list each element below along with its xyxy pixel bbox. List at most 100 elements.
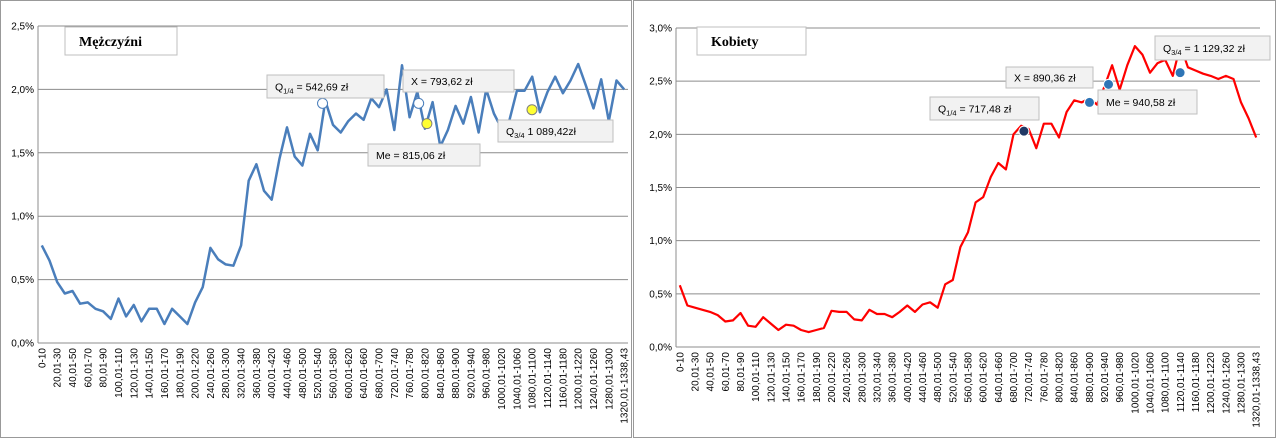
x-tick-label: 280,01-300 [857, 352, 868, 403]
x-tick-label: 1240,01-1260 [1221, 352, 1232, 414]
x-tick-label: 320,01-340 [872, 352, 883, 403]
stat-marker [1018, 125, 1030, 137]
x-tick-label: 100,01-110 [751, 352, 762, 402]
annotation-symbol: Q [1163, 43, 1171, 55]
x-tick-label: 840,01-860 [436, 348, 447, 399]
series-line [40, 62, 626, 326]
x-tick-label: 680,01-700 [374, 348, 385, 399]
annotation-box [1005, 66, 1094, 89]
x-tick-label: 560,01-580 [964, 352, 975, 403]
x-tick-label: 440,01-460 [918, 352, 929, 403]
x-tick-label: 240,01-260 [842, 352, 853, 403]
annotation-text: Q1/4 = 542,69 zł [275, 82, 349, 96]
x-tick-label: 320,01-340 [237, 348, 248, 399]
x-tick-label: 280,01-300 [221, 348, 232, 399]
annotation-box [367, 143, 481, 167]
x-tick-label: 120,01-130 [766, 352, 777, 403]
x-tick-label: 960,01-980 [1115, 352, 1126, 403]
x-tick-label: 80,01-90 [99, 348, 110, 388]
x-tick-label: 1200,01-1220 [1206, 352, 1217, 414]
annotation-text: Q1/4 = 717,48 zł [938, 104, 1012, 118]
annotation-subscript: 1/4 [283, 87, 293, 96]
annotation-value: = 542,69 zł [294, 82, 349, 94]
x-tick-label: 760,01-780 [405, 348, 416, 399]
annotation-box [266, 74, 385, 99]
x-tick-label: 180,01-190 [175, 348, 186, 399]
annotation-box [1097, 89, 1198, 115]
stat-marker [1174, 67, 1186, 79]
annotation-subscript: 3/4 [1171, 48, 1181, 57]
annotation-text: X = 890,36 zł [1014, 73, 1076, 85]
stat-marker [1103, 78, 1115, 90]
x-tick-label: 140,01-150 [145, 348, 156, 399]
annotation-subscript: 3/4 [514, 131, 524, 140]
x-tick-label: 120,01-130 [129, 348, 140, 399]
x-tick-label: 0-10 [675, 352, 686, 372]
annotation-value: = 717,48 zł [957, 104, 1012, 116]
panel-left [0, 0, 632, 438]
x-tick-label: 840,01-860 [1070, 352, 1081, 403]
x-tick-label: 1320,01-1338,43 [620, 348, 631, 424]
series-line [678, 43, 1258, 334]
x-tick-label: 60,01-70 [721, 352, 732, 392]
annotation-symbol: Q [938, 104, 946, 116]
x-tick-label: 960,01-980 [482, 348, 493, 399]
annotation-value: Me = 940,58 zł [1106, 97, 1176, 109]
x-tick-label: 1080,01-1100 [1161, 352, 1172, 413]
y-tick-label: 3,0% [649, 24, 672, 35]
x-tick-label: 880,01-900 [451, 348, 462, 399]
annotation-text: X = 793,62 zł [411, 76, 473, 88]
x-tick-label: 480,01-500 [298, 348, 309, 399]
annotation-subscript: 1/4 [946, 109, 956, 118]
x-tick-label: 600,01-620 [344, 348, 355, 399]
x-tick-label: 1040,01-1060 [1146, 352, 1157, 414]
x-tick-label: 60,01-70 [83, 348, 94, 388]
x-tick-label: 640,01-660 [359, 348, 370, 399]
y-tick-label: 0,0% [649, 343, 672, 354]
x-tick-label: 520,01-540 [948, 352, 959, 403]
x-tick-label: 1120,01-1140 [1176, 352, 1187, 413]
x-tick-label: 360,01-380 [252, 348, 263, 399]
x-tick-label: 1040,01-1060 [512, 348, 523, 410]
annotation-box [402, 69, 515, 93]
annotation-text: Q3/4 = 1 129,32 zł [1163, 43, 1246, 57]
x-tick-label: 400,01-420 [267, 348, 278, 399]
panel-right [633, 0, 1276, 438]
x-tick-label: 200,01-220 [827, 352, 838, 403]
x-tick-label: 1000,01-1020 [1130, 352, 1141, 414]
x-tick-label: 1000,01-1020 [497, 348, 508, 410]
x-tick-label: 40,01-50 [706, 352, 717, 392]
y-tick-label: 1,5% [649, 183, 672, 194]
x-tick-label: 800,01-820 [1055, 352, 1066, 403]
x-tick-label: 40,01-50 [68, 348, 79, 388]
x-tick-label: 480,01-500 [933, 352, 944, 403]
x-tick-label: 160,01-170 [797, 352, 808, 403]
stat-marker [413, 97, 425, 109]
annotation-symbol: Q [275, 82, 283, 94]
x-tick-label: 140,01-150 [781, 352, 792, 403]
x-tick-label: 360,01-380 [888, 352, 899, 403]
x-tick-label: 560,01-580 [329, 348, 340, 399]
y-tick-label: 2,0% [649, 130, 672, 141]
annotation-value: X = 890,36 zł [1014, 73, 1076, 85]
annotation-value: 1 089,42zł [525, 126, 577, 138]
x-tick-label: 1080,01-1100 [528, 348, 539, 409]
x-tick-label: 880,01-900 [1085, 352, 1096, 403]
x-tick-label: 100,01-110 [114, 348, 125, 398]
annotation-text: Me = 815,06 zł [376, 150, 446, 162]
x-tick-label: 240,01-260 [206, 348, 217, 399]
y-tick-label: 0,5% [649, 289, 672, 300]
x-tick-label: 1160,01-1180 [1191, 352, 1202, 413]
annotation-box [929, 96, 1040, 121]
chart-title: Mężczyźni [79, 35, 142, 50]
x-tick-label: 680,01-700 [1009, 352, 1020, 403]
x-tick-label: 760,01-780 [1039, 352, 1050, 403]
x-tick-label: 920,01-940 [466, 348, 477, 399]
x-tick-label: 1280,01-1300 [604, 348, 615, 410]
chart-title: Kobiety [711, 35, 758, 50]
x-tick-label: 440,01-460 [283, 348, 294, 399]
annotation-text: Me = 940,58 zł [1106, 97, 1176, 109]
y-tick-label: 0,5% [11, 275, 34, 286]
x-tick-label: 160,01-170 [160, 348, 171, 399]
annotation-value: Me = 815,06 zł [376, 150, 446, 162]
